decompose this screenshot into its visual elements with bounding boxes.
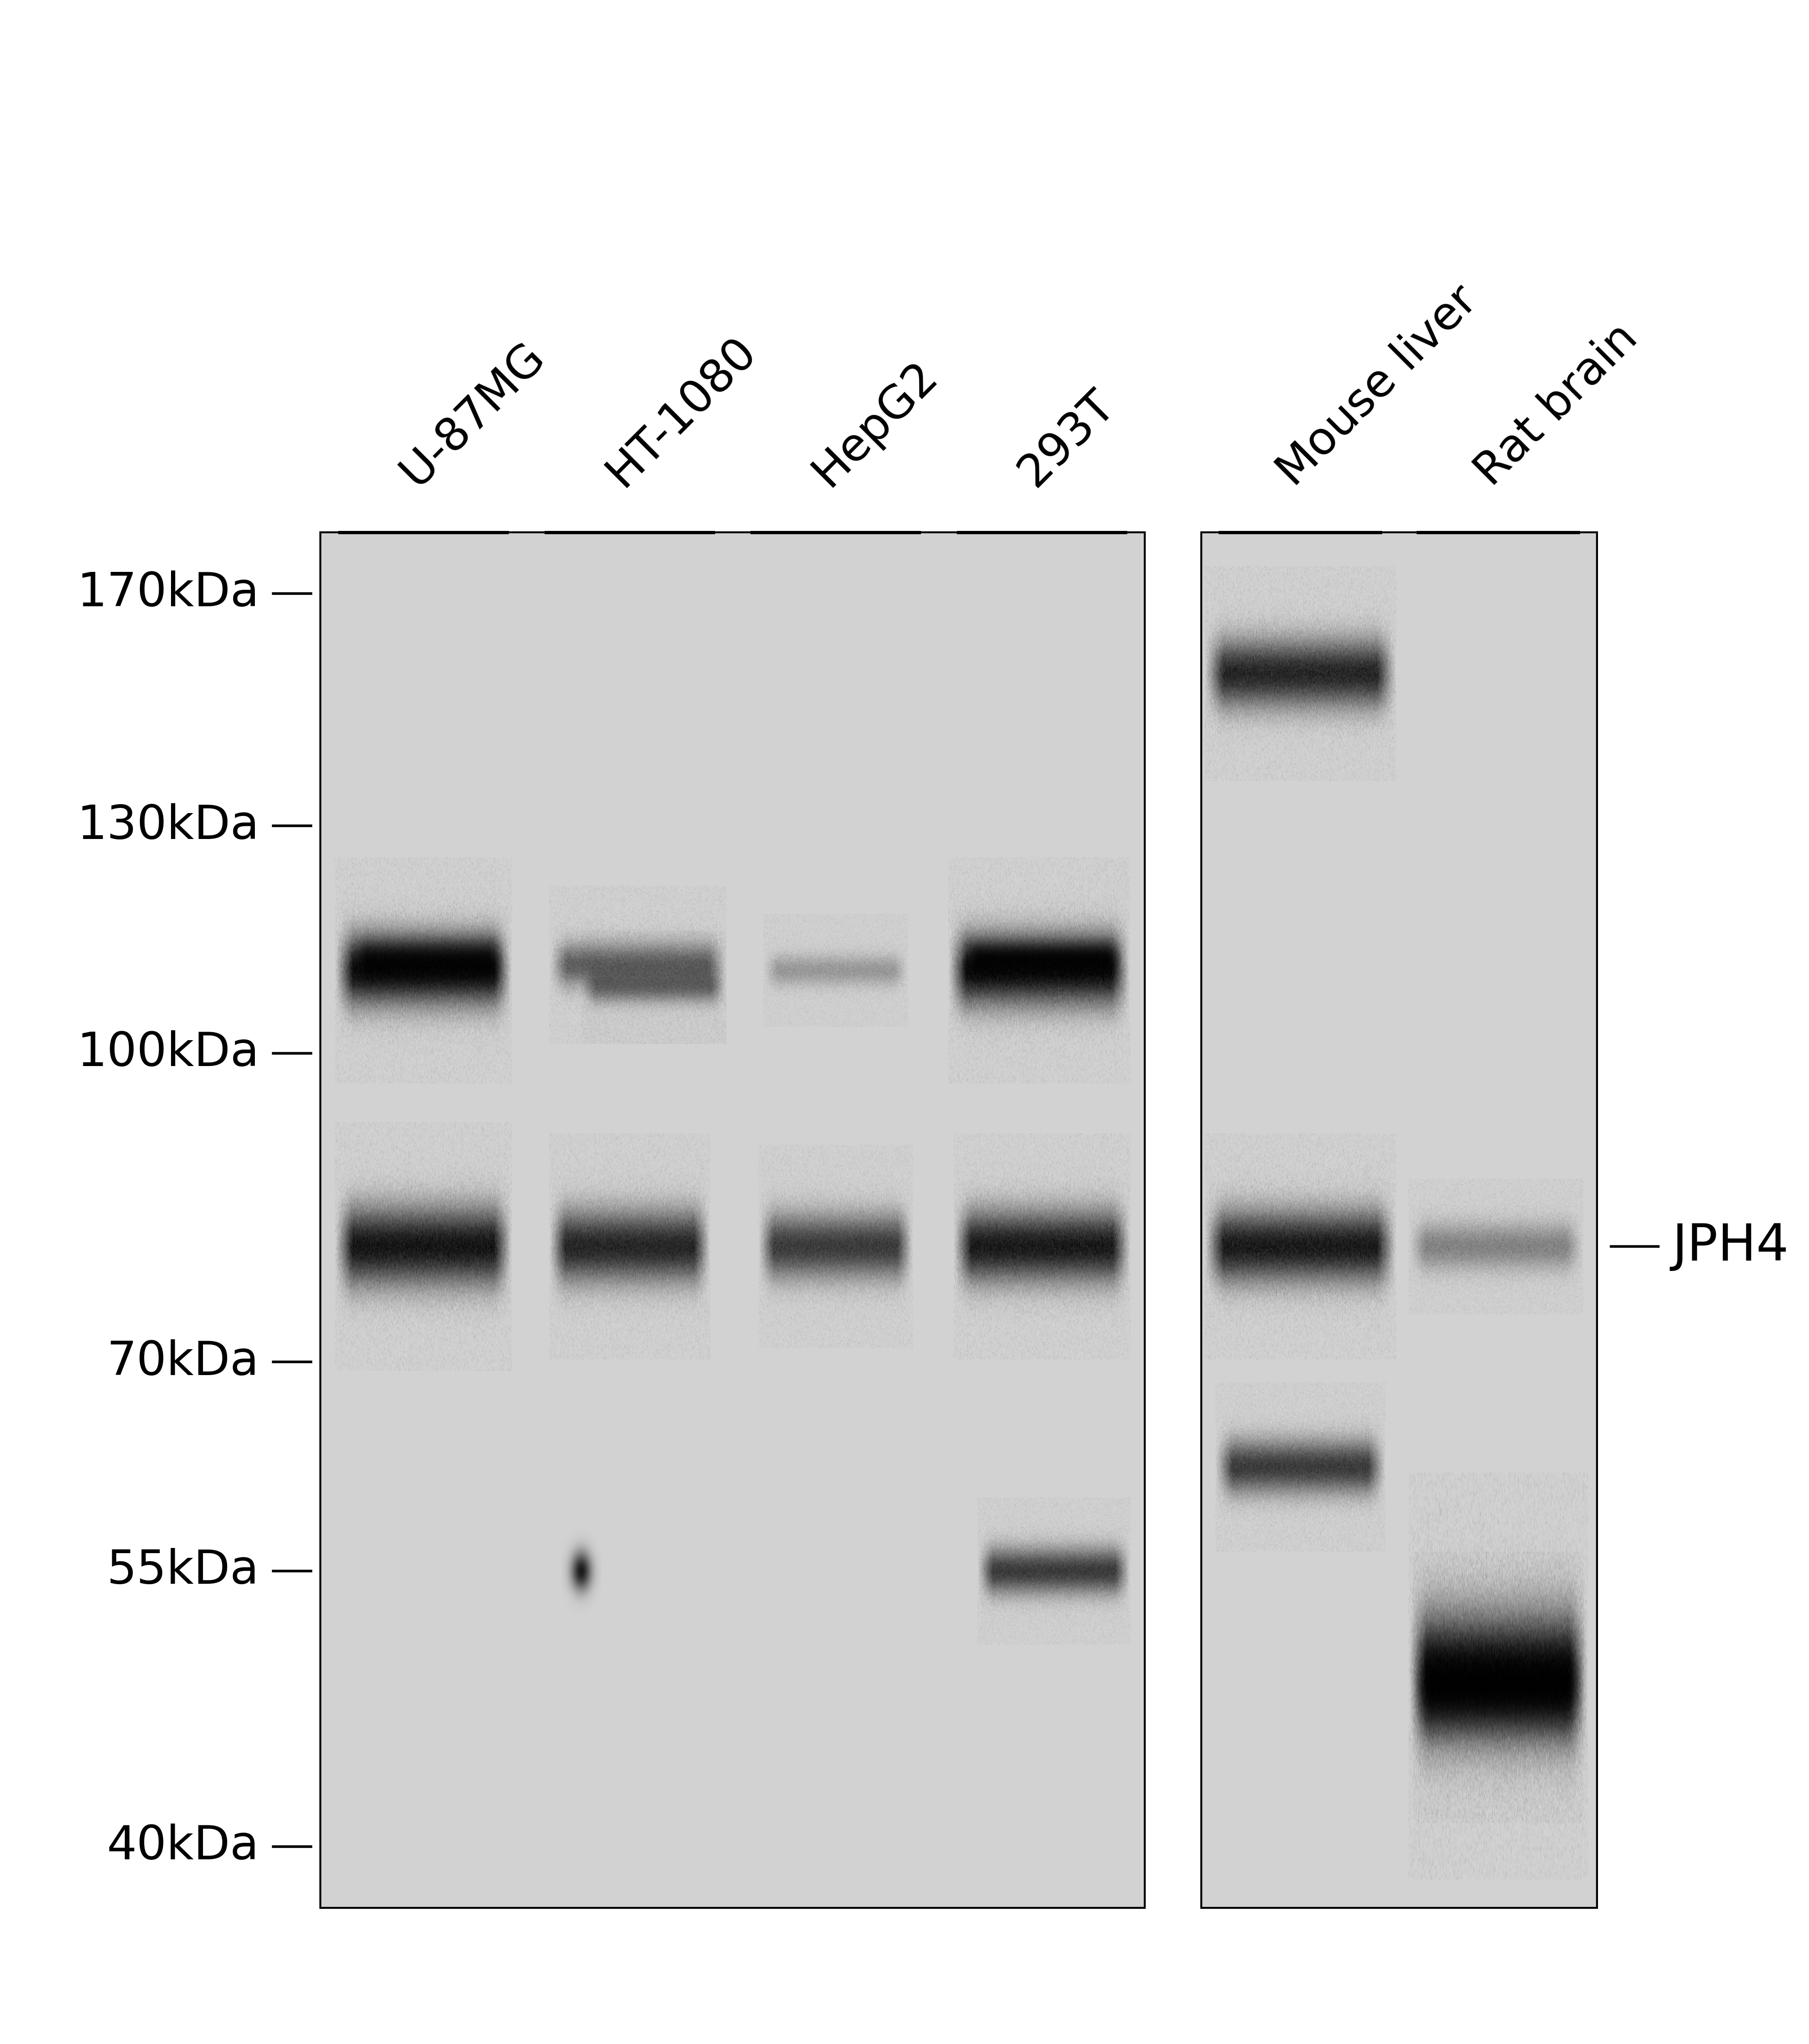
Text: 293T: 293T [1011,382,1123,495]
Text: 100kDa: 100kDa [76,1030,259,1075]
Text: 130kDa: 130kDa [76,803,259,848]
Text: 40kDa: 40kDa [107,1823,259,1870]
Bar [1201,531,1597,1907]
Text: HT-1080: HT-1080 [599,329,765,495]
Text: 70kDa: 70kDa [107,1339,259,1386]
Text: U-87MG: U-87MG [393,333,554,495]
Text: HepG2: HepG2 [805,354,946,495]
Text: JPH4: JPH4 [1672,1222,1789,1271]
Text: 170kDa: 170kDa [76,570,259,617]
Text: 55kDa: 55kDa [107,1547,259,1594]
Text: Mouse liver: Mouse liver [1270,278,1485,495]
Text: Rat brain: Rat brain [1467,315,1646,495]
Bar [320,531,1145,1907]
